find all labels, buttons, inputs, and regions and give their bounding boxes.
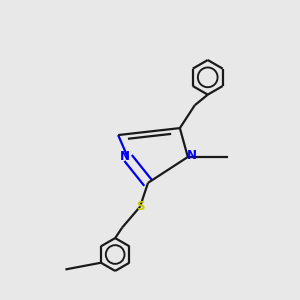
Text: N: N	[186, 149, 197, 162]
Text: N: N	[119, 150, 130, 163]
Text: S: S	[136, 200, 145, 213]
